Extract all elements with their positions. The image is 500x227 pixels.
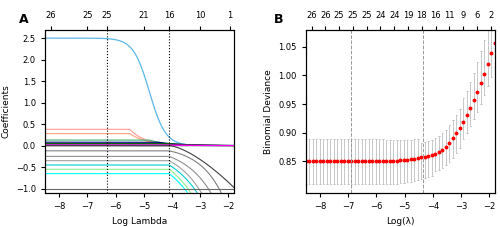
X-axis label: Log Lambda: Log Lambda	[112, 217, 167, 226]
X-axis label: Log(λ): Log(λ)	[386, 217, 414, 226]
Y-axis label: Binomial Deviance: Binomial Deviance	[264, 69, 273, 154]
Y-axis label: Coefficients: Coefficients	[2, 84, 11, 138]
Text: A: A	[18, 13, 28, 26]
Text: B: B	[274, 13, 283, 26]
